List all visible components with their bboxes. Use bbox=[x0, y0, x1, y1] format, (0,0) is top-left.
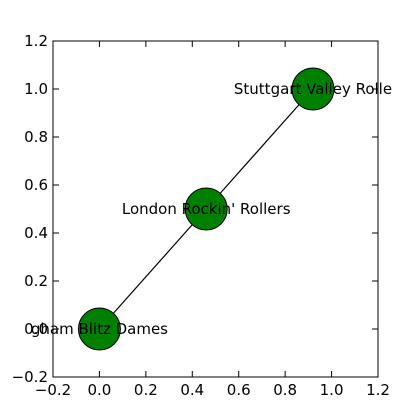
y-tick-label: 0.8 bbox=[24, 128, 48, 146]
y-tick-label: 0.2 bbox=[24, 272, 48, 290]
x-tick-label: 0.6 bbox=[227, 381, 251, 399]
node-label: gham Blitz Dames bbox=[31, 320, 168, 338]
node-circle bbox=[77, 307, 121, 351]
edge-layer bbox=[98, 88, 314, 330]
node-circle bbox=[184, 187, 228, 231]
y-tick-label: 0.0 bbox=[24, 320, 48, 338]
y-tick-label: −0.2 bbox=[12, 368, 48, 386]
node-label-layer: gham Blitz Dames London Rockin' Rollers St… bbox=[31, 80, 392, 338]
edge bbox=[98, 208, 207, 330]
y-tick-label: 0.6 bbox=[24, 176, 48, 194]
y-tick-label: 0.4 bbox=[24, 224, 48, 242]
y-tick-label: 1.0 bbox=[24, 80, 48, 98]
plot-frame bbox=[52, 40, 379, 378]
x-tick-label: −0.2 bbox=[35, 381, 71, 399]
x-tick-label: 0.0 bbox=[87, 381, 111, 399]
node-circle bbox=[291, 67, 335, 111]
node-layer bbox=[77, 67, 335, 351]
x-tick-label: 0.4 bbox=[180, 381, 204, 399]
x-tick-label: 0.8 bbox=[273, 381, 297, 399]
node-label: London Rockin' Rollers bbox=[122, 200, 291, 218]
x-tick-label: 1.2 bbox=[366, 381, 390, 399]
x-tick-label: 1.0 bbox=[320, 381, 344, 399]
x-tick-label: 0.2 bbox=[134, 381, 158, 399]
node-label: Stuttgart Valley Rolle bbox=[234, 80, 392, 98]
x-axis-ticks: −0.2 0.0 0.2 0.4 0.6 0.8 1.0 1.2 bbox=[35, 41, 390, 399]
y-axis-ticks: −0.2 0.0 0.2 0.4 0.6 0.8 1.0 1.2 bbox=[12, 32, 378, 386]
edge bbox=[205, 88, 314, 210]
y-tick-label: 1.2 bbox=[24, 32, 48, 50]
